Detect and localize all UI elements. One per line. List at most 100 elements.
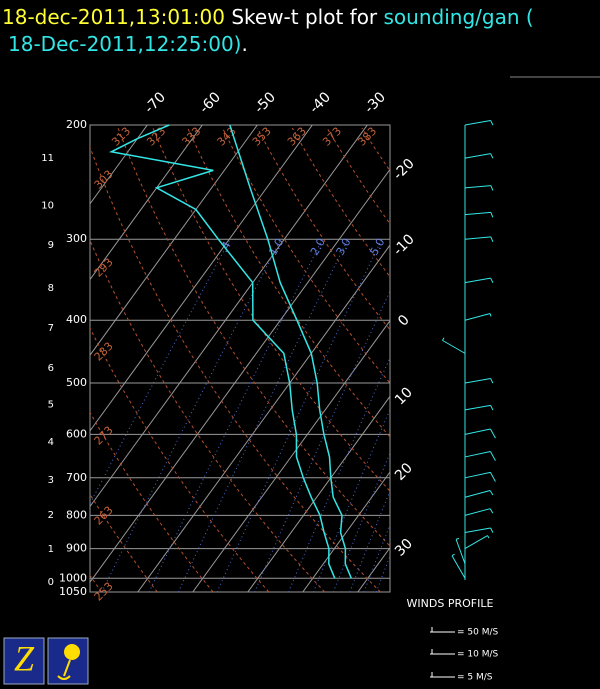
- wind-barb: [451, 553, 466, 579]
- x-tick-label: -40: [307, 89, 334, 116]
- profile-line: [229, 124, 352, 579]
- wind-barb: [464, 119, 494, 126]
- chart-subtitle: 18-Dec-2011,12:25:00).: [8, 32, 248, 56]
- isotherm: [90, 125, 258, 356]
- mixing-ratio: [288, 356, 390, 592]
- title-part: Skew-t plot for: [225, 5, 384, 29]
- dry-adiabat-label: 303: [92, 168, 116, 192]
- legend-label: = 5 M/S: [457, 673, 493, 683]
- mixing-ratio: [254, 289, 390, 592]
- wind-barb: [464, 508, 494, 516]
- plot-frame: [89, 124, 391, 593]
- mixing-ratio: [375, 554, 390, 592]
- wind-barb: [464, 185, 494, 191]
- x-tick-label: -60: [197, 89, 224, 116]
- dry-adiabat: [90, 145, 381, 592]
- dry-adiabat-label: 313: [109, 125, 133, 149]
- mixing-ratio: [216, 239, 382, 592]
- skew-grid: [90, 125, 600, 592]
- isotherm: [90, 125, 148, 205]
- dry-adiabat-label: 263: [92, 504, 116, 528]
- x-tick-label: 30: [392, 536, 416, 560]
- y-tick-label: 300: [66, 232, 87, 245]
- isotherm: [192, 319, 390, 592]
- chart-title: 18-dec-2011,13:01:00 Skew-t plot for sou…: [2, 5, 534, 29]
- mixing-ratio: [90, 239, 231, 505]
- wind-barb: [464, 153, 494, 159]
- wind-barb: [464, 236, 494, 242]
- title-part: 18-dec-2011,13:01:00: [2, 5, 225, 29]
- svg-text:Z: Z: [14, 638, 35, 678]
- isotherm: [90, 125, 203, 281]
- dry-adiabat: [326, 127, 390, 225]
- dry-adiabat-label: 283: [92, 340, 116, 364]
- wind-barb: [464, 535, 490, 550]
- isotherm: [90, 125, 313, 432]
- height-label: 0: [48, 577, 54, 588]
- height-label: 2: [48, 510, 54, 521]
- wind-barb: [464, 490, 494, 498]
- dry-adiabat-label: 353: [250, 125, 274, 149]
- height-label: 11: [41, 153, 54, 164]
- wind-title: WINDS PROFILE: [407, 597, 494, 610]
- legend-barb: [430, 649, 455, 655]
- x-tick-label: -30: [362, 89, 389, 116]
- profile-line: [108, 124, 336, 579]
- wind-barb: [464, 378, 494, 384]
- wind-barb: [464, 404, 494, 411]
- isotherm: [247, 395, 390, 592]
- wind-barb: [464, 277, 494, 284]
- title-part: 18-Dec-2011,12:25:00): [8, 32, 241, 56]
- wind-barb: [464, 527, 494, 533]
- height-label: 1: [48, 544, 54, 555]
- wind-barb: [464, 312, 492, 321]
- x-tick-label: 10: [392, 384, 416, 408]
- dry-adiabat-label: 253: [92, 580, 116, 604]
- dry-adiabat-label: 323: [144, 125, 168, 149]
- wind-barb: [442, 337, 466, 354]
- y-tick-label: 700: [66, 471, 87, 484]
- isotherm: [90, 168, 390, 583]
- legend-label: = 10 M/S: [457, 650, 499, 660]
- height-label: 8: [48, 283, 54, 294]
- wind-barb: [464, 211, 494, 218]
- title-part: sounding/gan (: [384, 5, 534, 29]
- title-part: .: [241, 32, 247, 56]
- dry-adiabat-label: 373: [320, 125, 344, 149]
- dry-adiabat: [361, 127, 390, 172]
- legend-label: = 50 M/S: [457, 628, 499, 638]
- dry-adiabat-label: 383: [355, 125, 379, 149]
- dry-adiabat: [90, 239, 325, 592]
- dry-adiabat: [90, 327, 270, 592]
- x-tick-label: -20: [390, 156, 417, 183]
- height-label: 6: [48, 363, 54, 374]
- height-label: 7: [48, 323, 54, 334]
- y-tick-label: 900: [66, 542, 87, 555]
- y-tick-label: 800: [66, 508, 87, 521]
- logo-z: Z: [3, 637, 45, 685]
- dry-adiabat-label: 343: [215, 125, 239, 149]
- wind-barb: [464, 428, 496, 439]
- dry-adiabat-label: 363: [285, 125, 309, 149]
- legend-barb: [430, 672, 455, 678]
- y-tick-label: 1000: [59, 571, 87, 584]
- height-label: 9: [48, 240, 54, 251]
- height-label: 3: [48, 475, 54, 486]
- isotherm: [357, 546, 390, 592]
- dry-adiabat: [90, 574, 102, 592]
- mixing-ratio: [363, 523, 390, 592]
- x-tick-label: 20: [392, 460, 416, 484]
- isotherm: [90, 125, 368, 508]
- isotherm: [137, 244, 390, 592]
- logo-balloon: [47, 637, 89, 685]
- dry-adiabat: [256, 127, 390, 331]
- height-label: 5: [48, 400, 54, 411]
- x-tick-label: 0: [395, 312, 413, 330]
- mixing-ratio: [101, 239, 281, 592]
- mixing-ratio: [349, 489, 390, 592]
- dry-adiabat: [397, 128, 600, 592]
- y-tick-label: 400: [66, 313, 87, 326]
- wind-barb: [464, 451, 496, 461]
- y-tick-label: 500: [66, 376, 87, 389]
